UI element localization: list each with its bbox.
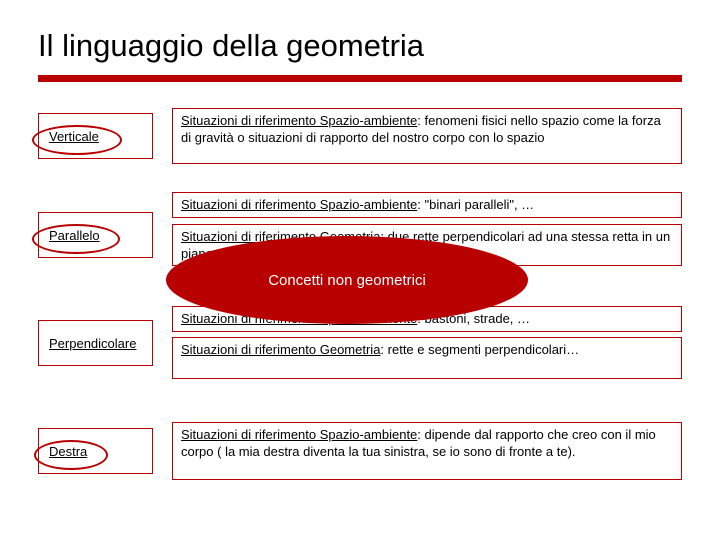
desc-underline: Situazioni di riferimento Spazio-ambient… — [181, 113, 417, 128]
page-title: Il linguaggio della geometria — [38, 28, 424, 64]
desc-underline: Situazioni di riferimento Spazio-ambient… — [181, 427, 417, 442]
term-perpendicolare: Perpendicolare — [38, 320, 153, 366]
desc-underline: Situazioni di riferimento Geometria — [181, 342, 380, 357]
term-label: Perpendicolare — [49, 336, 136, 351]
overlay-text: Concetti non geometrici — [268, 272, 426, 289]
desc-text: : rette e segmenti perpendicolari… — [380, 342, 579, 357]
desc-parallelo-1: Situazioni di riferimento Spazio-ambient… — [172, 192, 682, 218]
ellipse-verticale — [32, 125, 122, 155]
desc-text: : "binari paralleli", … — [417, 197, 534, 212]
desc-underline: Situazioni di riferimento Spazio-ambient… — [181, 197, 417, 212]
overlay-oval: Concetti non geometrici — [166, 236, 528, 324]
title-underline — [38, 75, 682, 82]
ellipse-parallelo — [32, 224, 120, 254]
desc-perpendicolare-2: Situazioni di riferimento Geometria: ret… — [172, 337, 682, 379]
ellipse-destra — [34, 440, 108, 470]
desc-destra: Situazioni di riferimento Spazio-ambient… — [172, 422, 682, 480]
desc-verticale: Situazioni di riferimento Spazio-ambient… — [172, 108, 682, 164]
